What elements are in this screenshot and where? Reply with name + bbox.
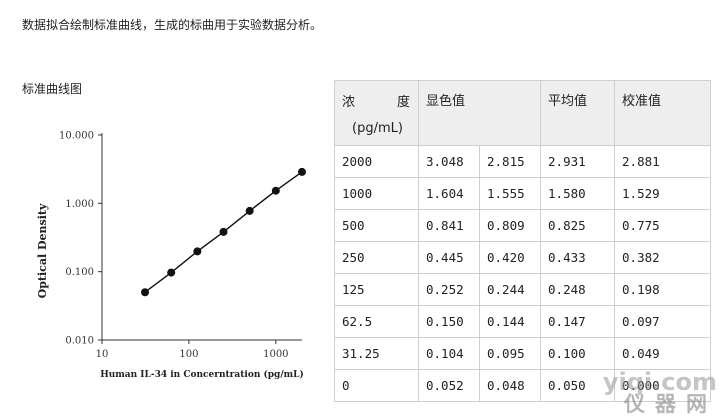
watermark-line2: 仪器网 [624, 392, 717, 416]
header-concentration-char1: 浓 [342, 95, 356, 110]
x-tick-label: 100 [179, 349, 198, 360]
chart-ticks: 0.010 0.100 1.000 10.000 10 100 1000 [59, 131, 289, 361]
table-cell: 0.150 [418, 305, 480, 338]
table-cell: 0.048 [478, 369, 542, 402]
table-cell: 2000 [334, 145, 419, 178]
x-tick-label: 10 [96, 349, 109, 360]
table-cell: 0.049 [614, 337, 712, 370]
table-cell: 0.095 [478, 337, 542, 370]
table-cell: 1.529 [614, 177, 712, 210]
table-cell: 1000 [334, 177, 419, 210]
table-header-row: 浓 度 (pg/mL) 显色值 平均值 校准值 [334, 80, 712, 146]
data-table: 浓 度 (pg/mL) 显色值 平均值 校准值 2000 3.048 2.815 2.… [334, 80, 712, 402]
header-average: 平均值 [540, 80, 616, 146]
table-cell: 1.555 [478, 177, 542, 210]
y-tick-label: 0.100 [65, 267, 94, 278]
data-point [141, 288, 150, 297]
table-cell: 31.25 [334, 337, 419, 370]
chart-series [141, 167, 306, 297]
intro-text: 数据拟合绘制标准曲线，生成的标曲用于实验数据分析。 [22, 18, 323, 32]
table-cell: 0.052 [418, 369, 480, 402]
watermark-line1: yiqi.com [602, 368, 717, 396]
x-tick-label: 1000 [263, 349, 288, 360]
table-row: 0 0.052 0.048 0.050 0.000 [334, 369, 712, 402]
table-cell: 0.144 [478, 305, 542, 338]
header-concentration-unit: (pg/mL) [352, 121, 403, 136]
table-row: 62.5 0.150 0.144 0.147 0.097 [334, 305, 712, 338]
x-axis-label: Human IL-34 in Concerntration (pg/mL) [100, 369, 304, 380]
y-tick-label: 10.000 [59, 131, 94, 142]
table-cell: 0.000 [614, 369, 712, 402]
y-tick-label: 0.010 [65, 336, 94, 347]
table-cell: 0.382 [614, 241, 712, 274]
table-cell: 0.775 [614, 209, 712, 242]
table-cell: 2.931 [540, 145, 616, 178]
data-point [193, 247, 202, 256]
table-cell: 0.100 [540, 337, 616, 370]
watermark: yiqi.com 仪器网 [603, 370, 717, 415]
table-cell: 0.420 [478, 241, 542, 274]
table-cell: 0.252 [418, 273, 480, 306]
table-cell: 0.445 [418, 241, 480, 274]
table-row: 1000 1.604 1.555 1.580 1.529 [334, 177, 712, 210]
y-axis-label: Optical Density [36, 203, 49, 298]
table-cell: 0.104 [418, 337, 480, 370]
table-cell: 0.809 [478, 209, 542, 242]
table-cell: 2.881 [614, 145, 712, 178]
table-cell: 0.244 [478, 273, 542, 306]
standard-curve-chart: 0.010 0.100 1.000 10.000 10 100 1000 Human IL-… [36, 131, 306, 380]
y-tick-label: 1.000 [65, 199, 94, 210]
header-concentration-char2: 度 [396, 95, 410, 110]
table-cell: 0.825 [540, 209, 616, 242]
table-cell: 0 [334, 369, 419, 402]
table-row: 250 0.445 0.420 0.433 0.382 [334, 241, 712, 274]
data-point [245, 206, 254, 215]
table-cell: 0.097 [614, 305, 712, 338]
table-cell: 0.433 [540, 241, 616, 274]
table-cell: 0.248 [540, 273, 616, 306]
data-point [271, 186, 280, 195]
data-point [298, 167, 306, 176]
table-cell: 2.815 [478, 145, 542, 178]
table-cell: 0.147 [540, 305, 616, 338]
header-concentration: 浓 度 (pg/mL) [334, 80, 419, 146]
table-row: 2000 3.048 2.815 2.931 2.881 [334, 145, 712, 178]
table-cell: 1.580 [540, 177, 616, 210]
header-corrected: 校准值 [614, 80, 712, 146]
table-cell: 1.604 [418, 177, 480, 210]
table-cell: 0.198 [614, 273, 712, 306]
table-cell: 500 [334, 209, 419, 242]
data-point [219, 227, 228, 236]
table-row: 125 0.252 0.244 0.248 0.198 [334, 273, 712, 306]
table-cell: 3.048 [418, 145, 480, 178]
table-cell: 250 [334, 241, 419, 274]
chart-axes [101, 133, 302, 341]
table-cell: 125 [334, 273, 419, 306]
table-row: 500 0.841 0.809 0.825 0.775 [334, 209, 712, 242]
table-cell: 62.5 [334, 305, 419, 338]
chart-heading: 标准曲线图 [22, 82, 83, 96]
data-point [167, 268, 176, 277]
table-cell: 0.841 [418, 209, 480, 242]
table-row: 31.25 0.104 0.095 0.100 0.049 [334, 337, 712, 370]
header-od-value: 显色值 [417, 80, 542, 146]
